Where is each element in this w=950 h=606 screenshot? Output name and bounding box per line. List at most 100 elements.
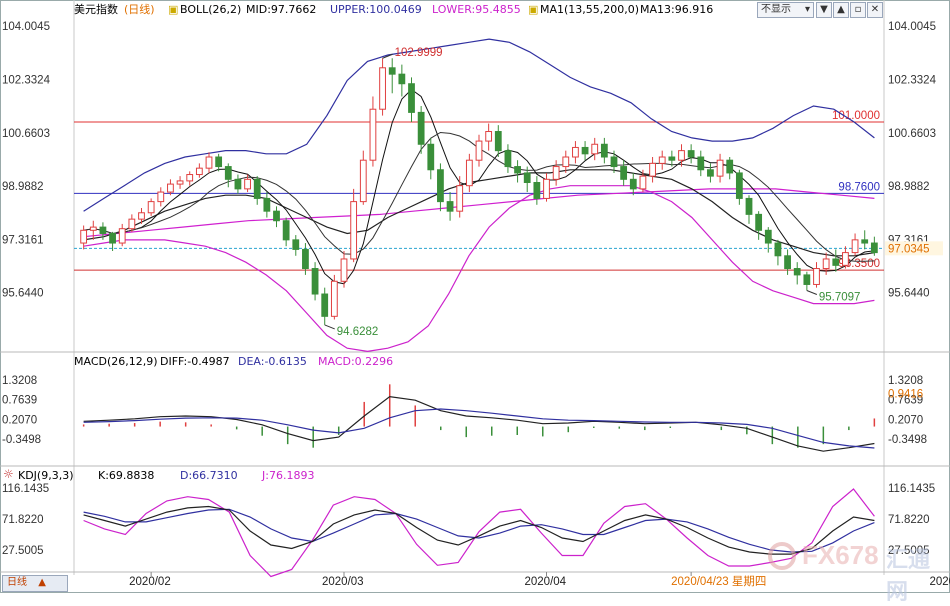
boll-mid-line: [84, 170, 875, 256]
candle-body: [544, 179, 550, 198]
kdj-j-line: [84, 489, 875, 577]
arrow-down-icon[interactable]: ▼: [816, 2, 832, 18]
candle-body: [592, 144, 598, 154]
candle-body: [862, 240, 868, 243]
kdj-y-tick-left: 71.8220: [2, 514, 44, 526]
candle-body: [534, 183, 540, 199]
close-icon[interactable]: ✕: [867, 2, 883, 18]
display-toggle-button[interactable]: 不显示 ▾: [757, 2, 814, 18]
candle-body: [679, 151, 685, 161]
period-button-label: 日线: [7, 577, 27, 588]
candle-body: [110, 233, 116, 243]
candle-body: [601, 144, 607, 157]
candle-body: [515, 167, 521, 173]
candle-body: [418, 112, 424, 144]
candle-body: [264, 198, 270, 211]
candle-body: [756, 214, 762, 230]
candle-body: [380, 68, 386, 109]
settings-gear-icon[interactable]: ☼: [3, 468, 14, 480]
candle-body: [447, 202, 453, 212]
candle-body: [563, 157, 569, 167]
candle-body: [370, 109, 376, 160]
candle-body: [148, 202, 154, 213]
candle-body: [708, 170, 714, 176]
candle-body: [794, 269, 800, 275]
candle-body: [225, 167, 231, 180]
candle-body: [196, 168, 202, 174]
kdj-y-tick-left: 27.5005: [2, 545, 44, 557]
main-y-tick-left: 95.6440: [2, 288, 44, 300]
candle-body: [505, 151, 511, 167]
watermark-cn: 汇通网: [886, 542, 948, 606]
main-header-item: (日线): [124, 2, 155, 16]
kdj-k-line: [84, 507, 875, 555]
candle-body: [871, 243, 877, 253]
candle-body: [177, 181, 183, 184]
candle-body: [341, 259, 347, 281]
x-axis-label: 2020/03: [322, 576, 364, 588]
candle-body: [669, 157, 675, 160]
candle-body: [139, 213, 145, 219]
candle-body: [823, 259, 829, 269]
main-y-tick-right: 104.0045: [888, 21, 936, 33]
macd-y-tick-left: 0.2070: [2, 414, 37, 426]
candle-body: [843, 253, 849, 266]
main-y-tick-right: 102.3324: [888, 75, 937, 87]
candle-body: [331, 281, 337, 316]
candle-body: [293, 240, 299, 250]
candle-body: [206, 157, 212, 168]
candle-body: [573, 147, 579, 157]
main-y-tick-right: 95.6440: [888, 288, 930, 300]
price-level-label: 98.7600: [838, 181, 880, 193]
candle-body: [814, 269, 820, 285]
candle-body: [119, 229, 125, 243]
candle-body: [303, 249, 309, 268]
kdj-header-item: D:66.7310: [180, 469, 238, 482]
candle-body: [409, 84, 415, 113]
candle-body: [187, 175, 193, 181]
macd-header-item: DIFF:-0.4987: [160, 355, 230, 368]
candle-body: [245, 179, 251, 189]
main-y-tick-left: 97.3161: [2, 234, 44, 246]
candle-body: [785, 256, 791, 269]
price-annotation: 95.7097: [819, 292, 861, 304]
kdj-y-tick-right: 116.1435: [888, 483, 935, 495]
restore-window-icon[interactable]: ▫: [850, 2, 866, 18]
watermark-brand: FX678: [802, 540, 879, 571]
candle-body: [775, 243, 781, 256]
candle-body: [582, 147, 588, 153]
candle-body: [457, 186, 463, 211]
main-y-tick-right: 100.6603: [888, 128, 936, 140]
macd-y-tick-left: -0.3498: [2, 434, 41, 446]
macd-header-item: MACD(26,12,9): [74, 355, 158, 368]
candle-body: [852, 240, 858, 253]
main-header-item: UPPER:100.0469: [330, 3, 422, 16]
candle-body: [158, 192, 164, 202]
kdj-y-tick-left: 116.1435: [2, 483, 49, 495]
main-header-item: ▣: [168, 3, 178, 16]
x-axis-label: 2020/02: [129, 576, 171, 588]
period-button[interactable]: 日线 ▲: [2, 575, 68, 592]
macd-y-tick-left: 1.3208: [2, 375, 37, 387]
annotation-pointer: [807, 291, 817, 295]
main-header-item: 美元指数: [74, 2, 118, 16]
candle-body: [322, 294, 328, 316]
candle-body: [216, 157, 222, 167]
candle-body: [833, 259, 839, 265]
boll-upper-line: [84, 39, 875, 211]
candle-body: [100, 227, 106, 233]
macd-y-tick-left: 0.7639: [2, 395, 37, 407]
triangle-up-icon: ▲: [38, 577, 46, 588]
kdj-header-item: KDJ(9,3,3): [18, 469, 74, 482]
kdj-y-tick-right: 71.8220: [888, 514, 930, 526]
kdj-header-item: J:76.1893: [261, 469, 314, 482]
arrow-up-icon[interactable]: ▲: [833, 2, 849, 18]
current-price-label: 97.0345: [888, 243, 930, 255]
x-axis-label: 2020/04/23 星期四: [671, 575, 766, 588]
candle-body: [736, 173, 742, 198]
main-y-tick-left: 102.3324: [2, 75, 51, 87]
candle-body: [524, 173, 530, 183]
main-header-item: ▣: [528, 3, 538, 16]
main-header-item: MID:97.7662: [246, 3, 316, 16]
